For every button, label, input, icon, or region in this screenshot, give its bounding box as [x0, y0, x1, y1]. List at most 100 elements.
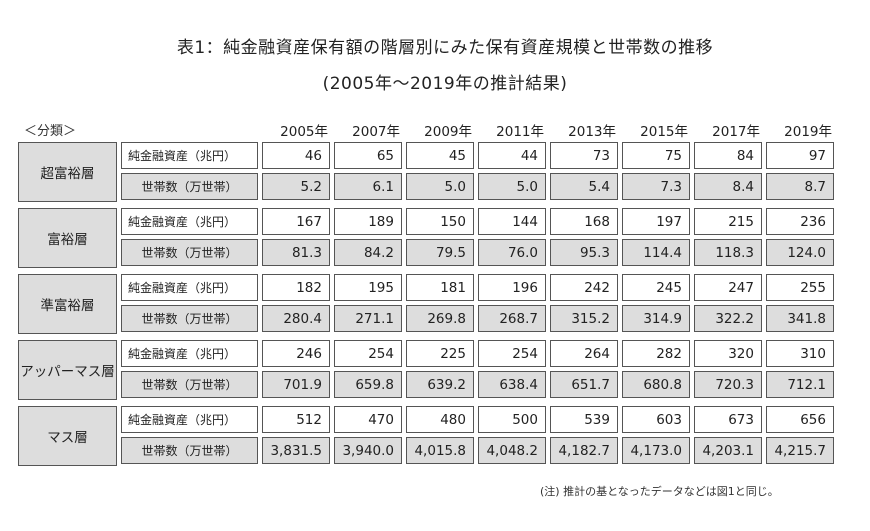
cell-value: 5.4	[588, 178, 610, 195]
cell-value: 282	[656, 345, 682, 362]
assets-value-cell: 167	[262, 208, 330, 235]
assets-value-cell: 196	[478, 274, 546, 301]
table-title: 表1：純金融資産保有額の階層別にみた保有資産規模と世帯数の推移	[176, 38, 714, 58]
assets-value-cell: 603	[622, 406, 690, 433]
households-value-cell: 268.7	[478, 305, 546, 332]
cell-value: 245	[656, 279, 682, 296]
households-value-cell: 639.2	[406, 371, 474, 398]
cell-value: 242	[584, 279, 610, 296]
households-value-cell: 4,048.2	[478, 437, 546, 464]
cell-value: 84.2	[363, 244, 394, 261]
cell-value: 322.2	[715, 310, 754, 327]
cell-value: 4,048.2	[486, 442, 538, 459]
assets-value-cell: 242	[550, 274, 618, 301]
cell-value: 659.8	[355, 376, 394, 393]
table-group: マス層 純金融資産（兆円） 世帯数（万世帯） 512 3,831.5 470 3,940.0…	[0, 406, 870, 468]
cell-value: 45	[448, 147, 466, 164]
table-subtitle: (2005年〜2019年の推計結果)	[322, 74, 568, 94]
assets-value-cell: 73	[550, 142, 618, 169]
cell-value: 314.9	[643, 310, 682, 327]
row-label-assets: 純金融資産（兆円）	[121, 406, 258, 433]
cell-value: 225	[440, 345, 466, 362]
cell-value: 8.7	[804, 178, 826, 195]
cell-value: 76.0	[507, 244, 538, 261]
cell-value: 4,182.7	[558, 442, 610, 459]
cell-value: 114.4	[643, 244, 682, 261]
cell-value: 271.1	[355, 310, 394, 327]
row-label-text: 世帯数（万世帯）	[141, 444, 238, 458]
households-value-cell: 3,831.5	[262, 437, 330, 464]
cell-value: 168	[584, 213, 610, 230]
cell-value: 651.7	[571, 376, 610, 393]
row-label-text: 純金融資産（兆円）	[128, 215, 237, 229]
cell-value: 673	[728, 411, 754, 428]
assets-value-cell: 282	[622, 340, 690, 367]
households-value-cell: 95.3	[550, 239, 618, 266]
row-label-text: 純金融資産（兆円）	[128, 149, 237, 163]
assets-value-cell: 254	[334, 340, 402, 367]
assets-value-cell: 195	[334, 274, 402, 301]
households-value-cell: 280.4	[262, 305, 330, 332]
households-value-cell: 701.9	[262, 371, 330, 398]
cell-value: 254	[512, 345, 538, 362]
assets-value-cell: 144	[478, 208, 546, 235]
households-value-cell: 638.4	[478, 371, 546, 398]
cell-value: 254	[368, 345, 394, 362]
households-value-cell: 341.8	[766, 305, 834, 332]
year-header: 2017年	[712, 124, 760, 140]
cell-value: 720.3	[715, 376, 754, 393]
row-label-assets: 純金融資産（兆円）	[121, 340, 258, 367]
footnote: (注) 推計の基となったデータなどは図1と同じ。	[540, 485, 779, 498]
assets-value-cell: 480	[406, 406, 474, 433]
cell-value: 712.1	[787, 376, 826, 393]
households-value-cell: 84.2	[334, 239, 402, 266]
cell-value: 470	[368, 411, 394, 428]
table-group: アッパーマス層 純金融資産（兆円） 世帯数（万世帯） 246 701.9 254 659.8…	[0, 340, 870, 402]
cell-value: 189	[368, 213, 394, 230]
cell-value: 182	[296, 279, 322, 296]
cell-value: 44	[520, 147, 538, 164]
year-header: 2007年	[352, 124, 400, 140]
cell-value: 215	[728, 213, 754, 230]
cell-value: 539	[584, 411, 610, 428]
cell-value: 95.3	[579, 244, 610, 261]
row-label-households: 世帯数（万世帯）	[121, 371, 258, 398]
cell-value: 656	[800, 411, 826, 428]
cell-value: 81.3	[291, 244, 322, 261]
table-group: 富裕層 純金融資産（兆円） 世帯数（万世帯） 167 81.3 189 84.2 150 79.…	[0, 208, 870, 270]
cell-value: 320	[728, 345, 754, 362]
households-value-cell: 4,182.7	[550, 437, 618, 464]
assets-value-cell: 97	[766, 142, 834, 169]
category-cell: 超富裕層	[18, 142, 117, 202]
cell-value: 195	[368, 279, 394, 296]
cell-value: 310	[800, 345, 826, 362]
cell-value: 480	[440, 411, 466, 428]
assets-value-cell: 181	[406, 274, 474, 301]
households-value-cell: 680.8	[622, 371, 690, 398]
assets-value-cell: 673	[694, 406, 762, 433]
cell-value: 6.1	[372, 178, 394, 195]
assets-value-cell: 197	[622, 208, 690, 235]
households-value-cell: 118.3	[694, 239, 762, 266]
assets-value-cell: 656	[766, 406, 834, 433]
row-label-households: 世帯数（万世帯）	[121, 239, 258, 266]
assets-value-cell: 168	[550, 208, 618, 235]
households-value-cell: 322.2	[694, 305, 762, 332]
cell-value: 3,831.5	[270, 442, 322, 459]
row-label-text: 純金融資産（兆円）	[128, 281, 237, 295]
households-value-cell: 8.7	[766, 173, 834, 200]
cell-value: 5.0	[444, 178, 466, 195]
households-value-cell: 3,940.0	[334, 437, 402, 464]
assets-value-cell: 84	[694, 142, 762, 169]
cell-value: 701.9	[283, 376, 322, 393]
assets-value-cell: 44	[478, 142, 546, 169]
cell-value: 5.0	[516, 178, 538, 195]
households-value-cell: 124.0	[766, 239, 834, 266]
year-header: 2015年	[640, 124, 688, 140]
cell-value: 65	[376, 147, 394, 164]
row-label-households: 世帯数（万世帯）	[121, 173, 258, 200]
households-value-cell: 5.0	[406, 173, 474, 200]
households-value-cell: 659.8	[334, 371, 402, 398]
category-cell: アッパーマス層	[18, 340, 117, 400]
cell-value: 500	[512, 411, 538, 428]
